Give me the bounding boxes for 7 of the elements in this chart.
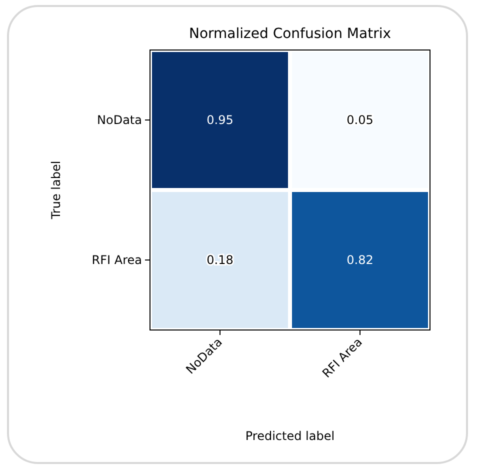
data-label: 0.95 bbox=[206, 113, 234, 127]
data-label: 0.18 bbox=[206, 253, 234, 267]
y-axis-title: True label bbox=[49, 160, 63, 220]
data-label: 0.05 bbox=[346, 113, 374, 127]
x-axis-title: Predicted label bbox=[245, 429, 335, 443]
chart-title: Normalized Confusion Matrix bbox=[188, 26, 392, 42]
data-label: 0.82 bbox=[346, 253, 374, 267]
